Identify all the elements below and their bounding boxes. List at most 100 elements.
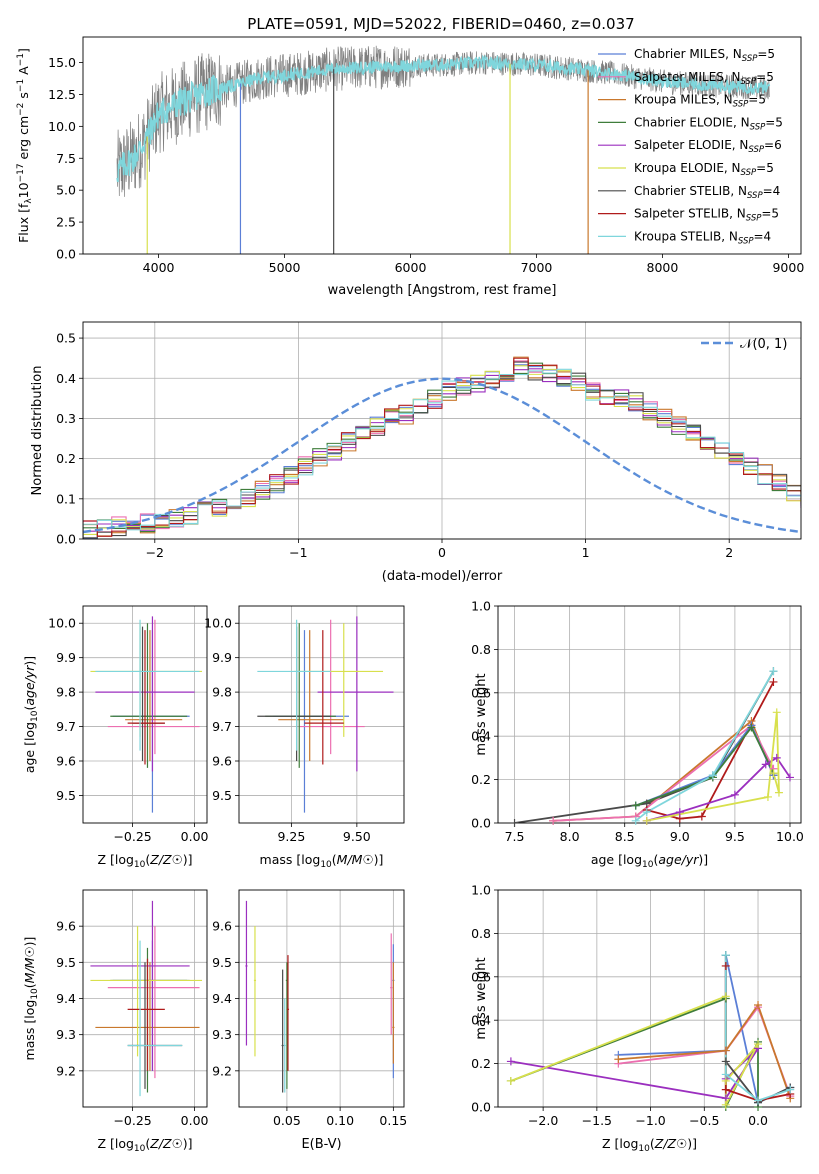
weight_vs_Z-marker-kroupa_stelib [786, 1085, 795, 1094]
legend-entry: Salpeter ELODIE, NSSP=6 [598, 138, 782, 155]
weight_vs_age-ytick-label-4: 0.8 [471, 642, 491, 657]
legend-entry: Kroupa ELODIE, NSSP=5 [598, 161, 774, 178]
residuals-xtick-label-2: 0 [438, 545, 446, 560]
legend-entry: Chabrier MILES, NSSP=5 [598, 47, 775, 64]
spectrum-panel: 4000 5000 6000 7000 8000 9000 0.0 2.5 5.0 7.5 10.0… [16, 36, 804, 298]
spectrum-xtick-label-3: 7000 [521, 260, 553, 275]
residuals-xtick-label-3: 1 [582, 545, 590, 560]
residual-hist-salpeter_elodie [83, 368, 801, 539]
weight_vs_age-line-kroupa_elodie [646, 712, 780, 822]
residual-hist-kroupa_stelib [83, 368, 801, 539]
spectrum-xtick-label-4: 8000 [647, 260, 679, 275]
residuals-frame [82, 321, 802, 540]
residuals-ytick-label-4: 0.4 [56, 371, 76, 386]
weight_vs_age-xtick-label-3: 9.0 [670, 829, 690, 844]
age_vs_mass-frame [238, 605, 405, 824]
mass_vs_Z-ytick-label-0: 9.2 [56, 1063, 76, 1078]
weight_vs_age-xlabel: age [log10(age/yr)] [591, 852, 708, 870]
residual-hist-kroupa_elodie [83, 365, 801, 539]
mass_vs_Z-xlabel: Z [log10(Z/Z☉)] [97, 1136, 192, 1154]
weight_vs_age-xtick-label-2: 8.5 [615, 829, 635, 844]
spectrum-xtick-label-2: 6000 [395, 260, 427, 275]
residuals-ytick-label-1: 0.1 [56, 491, 76, 506]
weight_vs_Z-ytick-label-1: 0.2 [471, 1056, 491, 1071]
mass_vs_Z-ytick-label-2: 9.4 [56, 991, 76, 1006]
legend-entry: Salpeter STELIB, NSSP=5 [598, 207, 779, 224]
weight_vs_age-marker-chabrier_elodie [631, 801, 640, 810]
weight_vs_age-marker-kroupa_stelib [769, 667, 778, 676]
age_vs_Z-ytick-label-5: 10.0 [48, 616, 76, 631]
weight_vs_Z-marker-kroupa_elodie [506, 1076, 515, 1085]
age_vs_Z-ytick-label-3: 9.8 [56, 685, 76, 700]
mass_vs_Z-panel: −0.25 0.00 9.2 9.3 9.4 9.5 9.6 Z [log10(Z/Z☉)] m… [22, 889, 209, 1154]
weight_vs_age-marker-chabrier_elodie [747, 723, 756, 732]
age_vs_Z-panel: −0.25 0.00 9.5 9.6 9.7 9.8 9.9 10.0 Z [log10(Z/Z… [22, 605, 209, 870]
weight_vs_Z-xtick-label-1: −1.5 [582, 1113, 612, 1128]
mass_vs_EBV-xlabel: E(B-V) [301, 1137, 341, 1152]
residuals-xlabel: (data-model)/error [382, 569, 503, 584]
mass_vs_Z-frame [82, 889, 208, 1108]
spectrum-xtick-label-0: 4000 [143, 260, 175, 275]
spectrum-ytick-label-3: 7.5 [56, 151, 76, 166]
weight_vs_age-ytick-label-0: 0.0 [471, 816, 491, 831]
weight_vs_Z-marker-kroupa_miles [721, 1046, 730, 1055]
weight_vs_Z-marker-chabrier_stelib [721, 1057, 730, 1066]
weight_vs_Z-marker-salpeter_stelib [721, 961, 730, 970]
weight_vs_Z-xtick-label-4: 0.0 [748, 1113, 768, 1128]
weight_vs_age-xtick-label-1: 8.0 [560, 829, 580, 844]
weight_vs_Z-panel: −2.0 −1.5 −1.0 −0.5 0.0 0.0 0.2 0.4 0.6 0.8 1.0 Z [… [471, 883, 802, 1154]
age_vs_Z-frame [82, 605, 208, 824]
mass_vs_Z-plot-area [90, 900, 203, 1097]
age_vs_Z-ytick-label-2: 9.7 [56, 719, 76, 734]
age_vs_mass-ytick-label-0: 9.5 [212, 788, 232, 803]
weight_vs_age-marker-salpeter_elodie [772, 753, 781, 762]
legend-label: Kroupa ELODIE, NSSP=5 [634, 161, 774, 178]
age_vs_mass-ytick-label-1: 9.6 [212, 754, 232, 769]
spectrum-plot-area [116, 45, 771, 254]
weight_vs_age-marker-salpeter_elodie [730, 790, 739, 799]
residuals-ytick-label-3: 0.3 [56, 411, 76, 426]
weight_vs_age-marker-salpeter_stelib [697, 812, 706, 821]
mass_vs_Z-ytick-label-4: 9.6 [56, 919, 76, 934]
weight_vs_age-marker-salpeter_elodie [761, 760, 770, 769]
age_vs_Z-xtick-label-0: −0.25 [113, 829, 151, 844]
legend-label: Kroupa STELIB, NSSP=4 [634, 229, 771, 246]
residuals-xtick-label-0: −2 [146, 545, 164, 560]
weight_vs_age-marker-kroupa_elodie [642, 816, 651, 825]
weight_vs_Z-marker-kroupa_elodie [721, 1100, 730, 1109]
legend-entry: Chabrier STELIB, NSSP=4 [598, 184, 780, 201]
mass_vs_Z-ytick-label-3: 9.5 [56, 955, 76, 970]
weight_vs_age-ytick-label-5: 1.0 [471, 599, 491, 614]
legend-label: Salpeter MILES, NSSP=5 [634, 70, 774, 87]
residuals-panel: −2 −1 0 1 2 0.0 0.1 0.2 0.3 0.4 0.5 𝒩(0, 1) (data-mo… [30, 321, 802, 584]
mass_vs_Z-xtick-label-0: −0.25 [113, 1113, 151, 1128]
age_vs_Z-xtick-label-1: 0.00 [181, 829, 209, 844]
age_vs_mass-xtick-label-0: 9.25 [277, 829, 305, 844]
age_vs_Z-ytick-label-0: 9.5 [56, 788, 76, 803]
weight_vs_Z-xtick-label-3: −0.5 [689, 1113, 719, 1128]
residual-hist-chabrier_elodie [83, 362, 801, 539]
weight_vs_age-ylabel: mass weight [474, 673, 489, 755]
legend-entry: Kroupa STELIB, NSSP=4 [598, 229, 771, 246]
mass_vs_EBV-ytick-label-0: 9.2 [212, 1063, 232, 1078]
mass_vs_EBV-panel: 0.05 0.10 0.15 9.2 9.3 9.4 9.5 9.6 E(B-V) [212, 889, 407, 1152]
age_vs_mass-plot-area [257, 616, 394, 813]
residuals-plot-area [83, 356, 801, 539]
weight_vs_Z-line-kroupa_stelib [724, 955, 791, 1102]
weight_vs_Z-marker-kroupa_miles [754, 1001, 763, 1010]
weight_vs_age-ytick-label-3: 0.6 [471, 685, 491, 700]
weight_vs_Z-xtick-label-2: −1.0 [635, 1113, 665, 1128]
age_vs_mass-panel: 9.25 9.50 9.5 9.6 9.7 9.8 9.9 10.0 mass [log10(M… [204, 605, 405, 870]
weight_vs_Z-ylabel: mass weight [474, 957, 489, 1039]
weight_vs_age-ytick-label-1: 0.2 [471, 772, 491, 787]
mass_vs_EBV-plot-area [245, 900, 395, 1093]
mass_vs_Z-ytick-label-1: 9.3 [56, 1027, 76, 1042]
normal-curve [83, 377, 801, 534]
weight_vs_Z-marker-kroupa_stelib [721, 1070, 730, 1079]
spectrum-ytick-label-5: 12.5 [48, 87, 76, 102]
mass_vs_Z-xtick-label-1: 0.00 [181, 1113, 209, 1128]
residuals-ylabel: Normed distribution [30, 366, 45, 496]
weight_vs_age-ytick-label-2: 0.4 [471, 729, 491, 744]
age_vs_Z-ylabel: age [log10(age/yr)] [22, 656, 40, 773]
